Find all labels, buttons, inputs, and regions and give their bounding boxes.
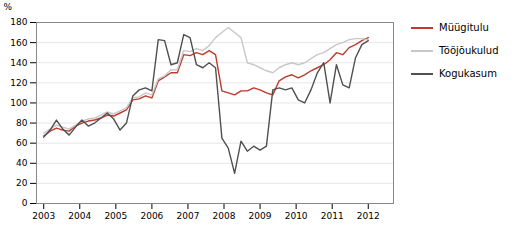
svg-text:100: 100 — [10, 98, 27, 108]
svg-text:2009: 2009 — [249, 211, 272, 221]
svg-text:140: 140 — [10, 58, 27, 68]
svg-text:2011: 2011 — [321, 211, 344, 221]
svg-text:40: 40 — [16, 158, 28, 168]
html-text:Kogukasum: Kogukasum — [439, 68, 497, 79]
svg-text:160: 160 — [10, 37, 27, 47]
svg-text:2007: 2007 — [177, 211, 200, 221]
svg-text:2004: 2004 — [68, 211, 91, 221]
svg-text:20: 20 — [16, 178, 28, 188]
svg-text:2010: 2010 — [285, 211, 308, 221]
svg-text:2005: 2005 — [104, 211, 127, 221]
svg-text:2003: 2003 — [32, 211, 55, 221]
svg-text:2008: 2008 — [213, 211, 236, 221]
svg-text:2012: 2012 — [357, 211, 380, 221]
svg-text:120: 120 — [10, 78, 27, 88]
svg-text:80: 80 — [16, 118, 28, 128]
svg-text:60: 60 — [16, 138, 28, 148]
html-text:Müügitulu: Müügitulu — [439, 22, 489, 33]
svg-text:0: 0 — [22, 198, 28, 208]
svg-text:180: 180 — [10, 17, 27, 27]
svg-text:%: % — [4, 2, 13, 12]
html-text:Tööjõukulud: Tööjõukulud — [439, 45, 499, 56]
svg-text:2006: 2006 — [140, 211, 163, 221]
